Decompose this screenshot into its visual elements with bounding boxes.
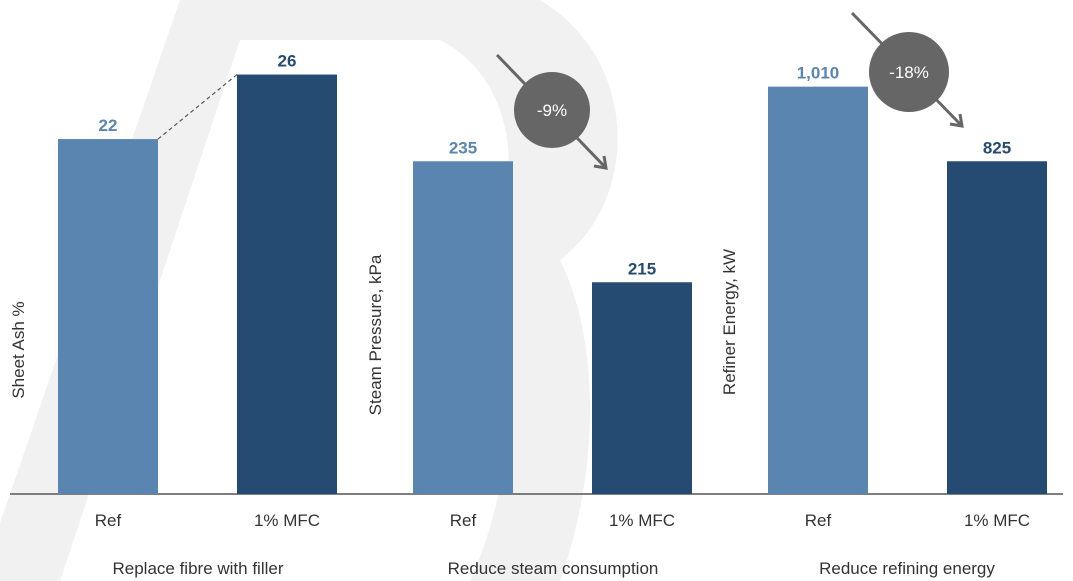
value-label-2-ref: 235 xyxy=(449,138,477,157)
value-label-1-ref: 22 xyxy=(99,116,118,135)
bar-2-ref xyxy=(413,161,513,494)
tick-label-mfc-3: 1% MFC xyxy=(964,511,1030,530)
tick-label-ref-2: Ref xyxy=(450,511,477,530)
bar-1-mfc xyxy=(237,74,337,495)
value-label-1-mfc: 26 xyxy=(278,52,297,71)
y-axis-label-steam-pressure: Steam Pressure, kPa xyxy=(366,254,385,415)
change-badge-refining-label: -18% xyxy=(889,63,929,82)
value-label-2-mfc: 215 xyxy=(628,259,656,278)
tick-label-ref-1: Ref xyxy=(95,511,122,530)
value-label-3-ref: 1,010 xyxy=(797,64,840,83)
bar-2-mfc xyxy=(592,282,692,494)
connectors-layer xyxy=(157,74,238,140)
bar-3-mfc xyxy=(947,161,1047,494)
change-badge-refining: -18% xyxy=(850,11,964,128)
tick-label-mfc-2: 1% MFC xyxy=(609,511,675,530)
y-axis-label-refiner-energy: Refiner Energy, kW xyxy=(720,249,739,395)
bars-layer xyxy=(58,74,1047,495)
group-label-filler: Replace fibre with filler xyxy=(112,559,283,578)
group-label-steam: Reduce steam consumption xyxy=(448,559,659,578)
connector-line-filler xyxy=(157,74,238,140)
change-badge-steam-label: -9% xyxy=(537,101,567,120)
value-label-3-mfc: 825 xyxy=(983,138,1011,157)
y-axis-label-sheet-ash: Sheet Ash % xyxy=(9,301,28,398)
change-badge-steam: -9% xyxy=(495,53,608,170)
bar-3-ref xyxy=(768,86,868,494)
value-labels-layer: 22 26 235 215 1,010 825 xyxy=(99,52,1012,279)
bar-1-ref xyxy=(58,139,158,495)
tick-label-mfc-1: 1% MFC xyxy=(254,511,320,530)
group-label-refining: Reduce refining energy xyxy=(819,559,995,578)
tick-label-ref-3: Ref xyxy=(805,511,832,530)
